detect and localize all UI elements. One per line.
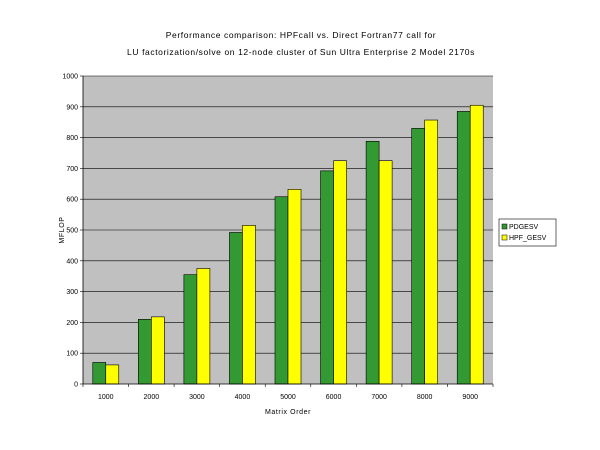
y-axis-label: MFLOP	[59, 216, 66, 243]
bar-hpf-gesv-6000	[333, 160, 347, 385]
x-tick-label: 2000	[144, 394, 160, 401]
legend-swatch-hpf-gesv	[501, 234, 508, 241]
legend-box	[498, 218, 557, 247]
bar-pdgesv-2000	[138, 319, 152, 385]
y-tick-label: 300	[66, 289, 78, 296]
x-tick-labels: 1000 2000 3000 4000 5000 6000 7000 8000 9000	[98, 394, 478, 401]
bar-pdgesv-6000	[320, 170, 334, 385]
bars	[92, 104, 484, 385]
legend-swatch-pdgesv	[501, 223, 508, 230]
legend: PDGESV HPF_GESV	[498, 218, 557, 247]
y-tick-label: 100	[66, 351, 78, 358]
bar-pdgesv-4000	[229, 232, 243, 385]
y-tick-label: 900	[66, 104, 78, 111]
x-tick-label: 4000	[235, 394, 251, 401]
y-tick-label: 800	[66, 135, 78, 142]
x-tick-label: 8000	[417, 394, 433, 401]
y-tick-label: 200	[66, 320, 78, 327]
y-tick-label: 400	[66, 258, 78, 265]
x-tick-label: 7000	[371, 394, 387, 401]
chart-title-line-2: LU factorization/solve on 12-node cluste…	[127, 47, 475, 57]
y-tick-label: 0	[74, 382, 78, 389]
bar-hpf-gesv-7000	[378, 160, 393, 385]
legend-label-hpf-gesv: HPF_GESV	[509, 235, 547, 242]
y-tick-label: 700	[66, 166, 78, 173]
y-tick-label: 1000	[62, 74, 78, 81]
bar-pdgesv-8000	[411, 128, 425, 385]
y-tick-labels: 0 100 200 300 400 500 600 700 800 900 1000	[62, 74, 78, 389]
bar-hpf-gesv-8000	[424, 119, 438, 385]
bar-pdgesv-7000	[365, 140, 380, 385]
axes	[80, 75, 494, 387]
bar-pdgesv-5000	[274, 196, 289, 385]
bar-hpf-gesv-1000	[105, 364, 120, 385]
y-tick-label: 600	[66, 197, 78, 204]
x-tick-label: 1000	[98, 394, 114, 401]
bar-hpf-gesv-3000	[196, 268, 211, 385]
x-tick-label: 5000	[280, 394, 296, 401]
bar-hpf-gesv-9000	[469, 104, 484, 385]
bar-hpf-gesv-2000	[151, 316, 165, 385]
bar-hpf-gesv-5000	[287, 189, 302, 385]
y-tick-label: 500	[66, 228, 78, 235]
x-axis-label: Matrix Order	[265, 409, 311, 416]
bar-hpf-gesv-4000	[242, 225, 256, 385]
chart-title-line-1: Performance comparison: HPFcall vs. Dire…	[166, 30, 436, 40]
x-tick-label: 3000	[189, 394, 205, 401]
bar-pdgesv-9000	[456, 111, 471, 385]
x-tick-label: 6000	[326, 394, 342, 401]
bar-pdgesv-1000	[92, 362, 107, 385]
legend-label-pdgesv: PDGESV	[509, 224, 539, 231]
bar-pdgesv-3000	[183, 274, 198, 385]
x-tick-label: 9000	[462, 394, 478, 401]
